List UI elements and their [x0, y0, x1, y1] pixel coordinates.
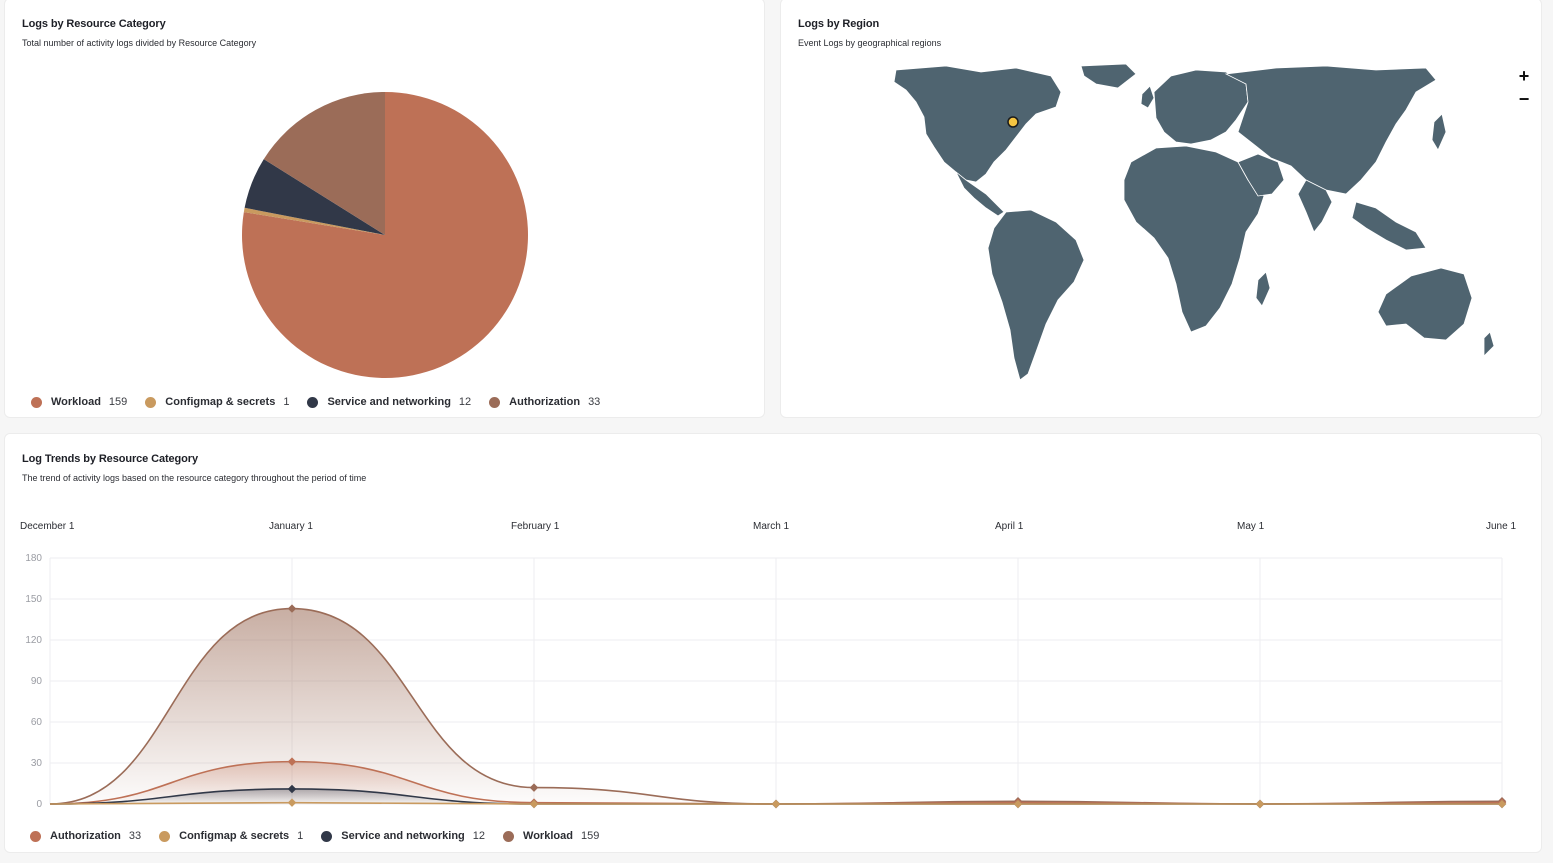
region-europe[interactable]	[1153, 69, 1249, 145]
world-map[interactable]	[886, 62, 1536, 392]
card-title: Logs by Resource Category	[22, 18, 166, 30]
legend-item[interactable]: Authorization 33	[489, 396, 600, 408]
legend-swatch	[321, 830, 333, 842]
x-tick-label: March 1	[753, 521, 790, 532]
legend-count: 12	[458, 396, 472, 408]
pie-slice[interactable]	[243, 207, 385, 235]
legend-label: Configmap & secrets	[165, 396, 276, 408]
card-title: Logs by Region	[798, 18, 880, 30]
legend-count: 12	[472, 830, 486, 842]
region-marker[interactable]	[1007, 116, 1019, 128]
legend-label: Authorization	[509, 396, 581, 408]
legend-item[interactable]: Authorization 33	[30, 830, 141, 842]
legend-swatch	[145, 396, 157, 408]
legend-swatch	[30, 830, 41, 842]
zoom-out-button[interactable]: −	[1513, 88, 1535, 110]
legend-swatch	[159, 830, 171, 842]
region-uk[interactable]	[1140, 85, 1155, 109]
region-middle-east[interactable]	[1237, 153, 1285, 197]
x-tick-label: May 1	[1237, 521, 1265, 532]
card-subtitle: Total number of activity logs divided by…	[22, 38, 257, 48]
trend-legend: Authorization 33 Configmap & secrets 1 Servi…	[30, 830, 617, 842]
zoom-in-button[interactable]: +	[1513, 65, 1535, 87]
region-india[interactable]	[1297, 179, 1333, 233]
legend-label: Authorization	[50, 830, 121, 842]
legend-swatch	[31, 396, 42, 408]
region-new-zealand[interactable]	[1483, 331, 1495, 357]
region-madagascar[interactable]	[1255, 271, 1271, 307]
legend-count: 1	[297, 830, 304, 842]
card-subtitle: Event Logs by geographical regions	[798, 38, 942, 48]
card-title: Log Trends by Resource Category	[22, 453, 198, 465]
legend-count: 1	[283, 396, 290, 408]
legend-swatch	[503, 830, 515, 842]
pie-chart	[241, 92, 528, 379]
resource-category-card: Logs by Resource Category Total number o…	[4, 0, 765, 418]
region-south-america[interactable]	[987, 209, 1085, 381]
region-africa[interactable]	[1123, 145, 1265, 333]
legend-swatch	[307, 396, 319, 408]
pie-legend: Workload 159 Configmap & secrets 1 Service a…	[31, 396, 618, 408]
legend-item[interactable]: Configmap & secrets 1	[159, 830, 303, 842]
x-tick-label: December 1	[20, 521, 75, 532]
x-tick-label: January 1	[269, 521, 313, 532]
legend-count: 159	[108, 396, 128, 408]
legend-item[interactable]: Service and networking 12	[321, 830, 485, 842]
legend-item[interactable]: Configmap & secrets 1	[145, 396, 289, 408]
legend-count: 159	[580, 830, 600, 842]
legend-count: 33	[128, 830, 142, 842]
x-tick-label: June 1	[1486, 521, 1517, 532]
region-card: Logs by Region Event Logs by geographica…	[780, 0, 1542, 418]
legend-count: 33	[588, 396, 601, 408]
pie-slice[interactable]	[241, 92, 528, 379]
pie-slice[interactable]	[263, 92, 385, 235]
legend-swatch	[489, 396, 501, 408]
trend-card: Log Trends by Resource Category The tren…	[4, 433, 1542, 853]
legend-item[interactable]: Workload 159	[503, 830, 599, 842]
legend-item[interactable]: Workload 159	[31, 396, 127, 408]
region-japan[interactable]	[1431, 113, 1447, 151]
region-asia[interactable]	[1224, 65, 1437, 195]
legend-label: Workload	[523, 830, 573, 842]
legend-item[interactable]: Service and networking 12	[307, 396, 471, 408]
legend-label: Workload	[51, 396, 101, 408]
legend-label: Service and networking	[341, 830, 465, 842]
legend-label: Configmap & secrets	[179, 830, 290, 842]
region-southeast-asia[interactable]	[1351, 201, 1427, 251]
pie-slice[interactable]	[244, 159, 385, 235]
region-north-america[interactable]	[893, 65, 1062, 183]
x-tick-label: April 1	[995, 521, 1024, 532]
legend-label: Service and networking	[327, 396, 451, 408]
region-australia[interactable]	[1377, 267, 1473, 341]
region-greenland[interactable]	[1080, 63, 1137, 89]
region-central-america[interactable]	[955, 171, 1005, 217]
card-subtitle: The trend of activity logs based on the …	[22, 473, 367, 483]
x-tick-label: February 1	[511, 521, 560, 532]
